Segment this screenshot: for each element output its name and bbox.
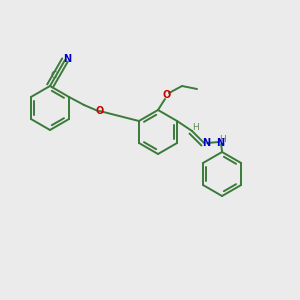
Text: H: H: [219, 135, 225, 144]
Text: O: O: [163, 90, 171, 100]
Text: C: C: [50, 71, 57, 80]
Text: N: N: [63, 54, 71, 64]
Text: H: H: [192, 122, 199, 131]
Text: O: O: [95, 106, 103, 116]
Text: N: N: [216, 137, 224, 148]
Text: N: N: [202, 137, 211, 148]
